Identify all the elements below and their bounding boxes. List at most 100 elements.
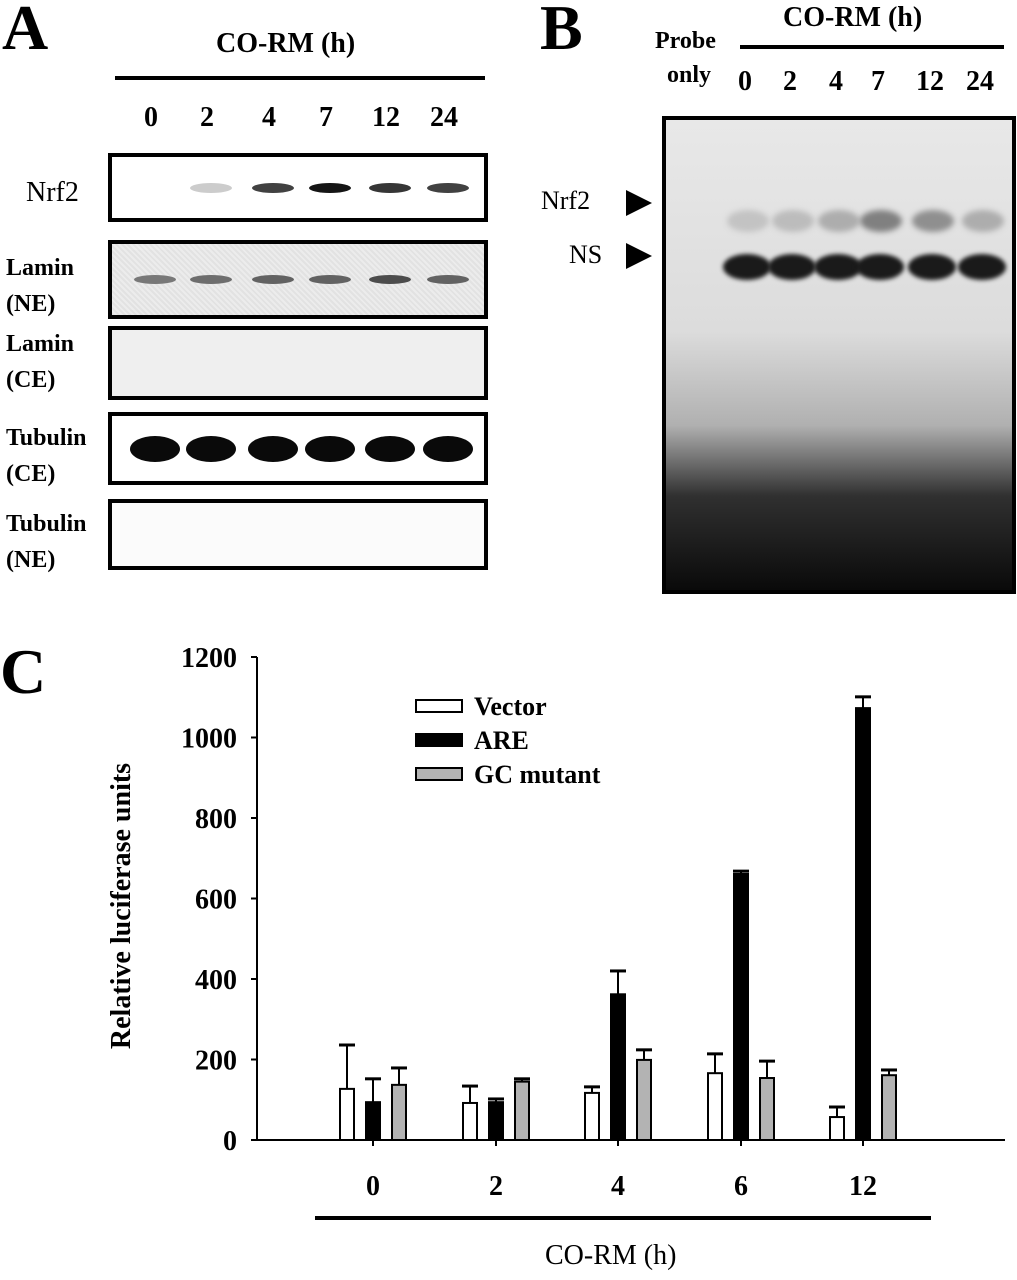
blot-label-line1: Nrf2	[26, 177, 79, 208]
lane-label: 7	[871, 66, 885, 97]
blot-band	[190, 275, 232, 284]
panel-b-probe-label-2: only	[667, 62, 712, 88]
bar-gc-mutant	[391, 1083, 407, 1142]
x-axis-treatment-bar	[315, 1216, 931, 1220]
blot-band	[309, 182, 351, 193]
legend-swatch	[415, 767, 463, 781]
marker-nrf2-label: Nrf2	[541, 186, 591, 215]
bar-vector	[707, 1072, 723, 1142]
legend-label: Vector	[474, 692, 547, 721]
western-blot-1	[108, 240, 488, 319]
bar-gc-mutant	[881, 1074, 897, 1142]
emsa-ns-band	[768, 254, 816, 280]
blot-row-label: Nrf2	[26, 175, 79, 211]
panel-b-treatment-label: CO-RM (h)	[783, 2, 923, 33]
blot-band	[369, 182, 411, 193]
western-blot-3	[108, 412, 488, 485]
bar-are	[855, 707, 871, 1141]
emsa-ns-band	[814, 254, 862, 280]
bar-gc-mutant	[636, 1058, 652, 1141]
marker-ns-label: NS	[569, 240, 603, 269]
legend-swatch	[415, 733, 463, 747]
emsa-nrf2-band	[912, 210, 954, 232]
blot-band	[427, 182, 469, 193]
blot-band	[186, 435, 236, 462]
emsa-nrf2-band	[727, 210, 769, 232]
lane-label: 24	[430, 102, 458, 133]
legend-label: GC mutant	[474, 760, 601, 789]
y-tick-label: 800	[195, 804, 237, 835]
western-blot-4	[108, 499, 488, 570]
blot-label-line1: Tubulin	[6, 511, 87, 537]
blot-label-line1: Lamin	[6, 331, 75, 357]
emsa-ns-band	[908, 254, 956, 280]
y-tick-label: 200	[195, 1046, 237, 1077]
bar-are	[733, 872, 749, 1141]
emsa-ns-band	[856, 254, 904, 280]
panel-b-letter: B	[540, 0, 583, 63]
y-tick-label: 1200	[181, 643, 237, 674]
blot-band	[365, 435, 415, 462]
x-tick-label: 12	[849, 1171, 877, 1202]
marker-ns-arrow-icon	[626, 243, 652, 269]
panel-b-treatment-bar	[740, 45, 1004, 49]
blot-band	[427, 275, 469, 284]
x-tick-label: 4	[611, 1171, 625, 1202]
y-tick-label: 0	[223, 1126, 237, 1157]
blot-band	[252, 182, 294, 193]
blot-label-line2: (NE)	[6, 291, 56, 317]
bar-vector	[829, 1116, 845, 1141]
y-tick-label: 400	[195, 965, 237, 996]
blot-row-label: Tubulin (CE)	[6, 420, 87, 492]
panel-b-probe-label: Probe	[655, 28, 716, 54]
emsa-ns-band	[958, 254, 1006, 280]
lane-label: 12	[372, 102, 400, 133]
lane-label: 0	[144, 102, 158, 133]
bar-are	[610, 993, 626, 1141]
marker-nrf2-arrow-icon	[626, 190, 652, 216]
x-tick-label: 6	[734, 1171, 748, 1202]
bar-are	[365, 1101, 381, 1142]
x-axis-label: CO-RM (h)	[545, 1240, 677, 1271]
y-tick-label: 1000	[181, 724, 237, 755]
x-tick-label: 0	[366, 1171, 380, 1202]
lane-label: 4	[829, 66, 843, 97]
lane-label: 0	[738, 66, 752, 97]
y-tick-label: 600	[195, 885, 237, 916]
blot-band	[369, 275, 411, 284]
bar-are	[488, 1101, 504, 1142]
blot-band	[248, 435, 298, 462]
blot-label-line1: Lamin	[6, 255, 75, 281]
blot-band	[309, 275, 351, 284]
panel-a-letter: A	[2, 0, 49, 63]
lane-label: 2	[200, 102, 214, 133]
lane-label: 24	[966, 66, 994, 97]
emsa-nrf2-band	[962, 210, 1004, 232]
blot-label-line2: (NE)	[6, 547, 56, 573]
blot-row-label: Tubulin (NE)	[6, 506, 87, 578]
x-tick-label: 2	[489, 1171, 503, 1202]
legend-swatch	[415, 699, 463, 713]
bar-vector	[584, 1091, 600, 1141]
western-blot-2	[108, 326, 488, 400]
bar-vector	[462, 1101, 478, 1141]
blot-label-line2: (CE)	[6, 367, 56, 393]
emsa-gel	[662, 116, 1016, 594]
blot-band	[130, 435, 180, 462]
emsa-nrf2-band	[818, 210, 860, 232]
lane-label: 7	[319, 102, 333, 133]
lane-label: 12	[916, 66, 944, 97]
bar-gc-mutant	[759, 1077, 775, 1142]
emsa-nrf2-band	[860, 210, 902, 232]
panel-a-treatment-label: CO-RM (h)	[216, 28, 356, 59]
lane-label: 2	[783, 66, 797, 97]
blot-band	[190, 182, 232, 193]
blot-label-line1: Tubulin	[6, 425, 87, 451]
western-blot-0	[108, 153, 488, 222]
lane-label: 4	[262, 102, 276, 133]
blot-band	[252, 275, 294, 284]
blot-band	[423, 435, 473, 462]
blot-row-label: Lamin (CE)	[6, 326, 74, 398]
emsa-nrf2-band	[772, 210, 814, 232]
